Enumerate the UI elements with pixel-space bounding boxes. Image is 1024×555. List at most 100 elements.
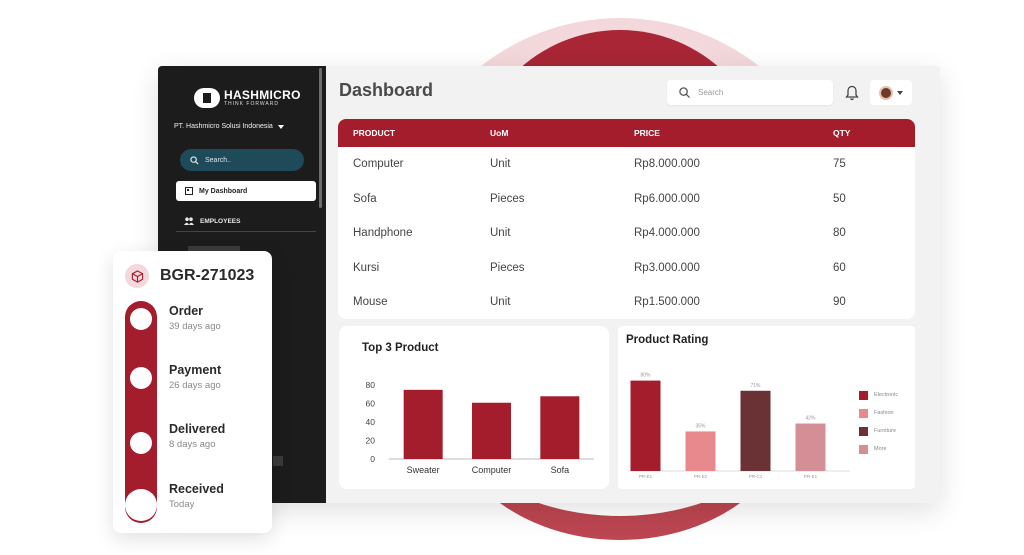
company-selector[interactable]: PT. Hashmicro Solusi Indonesia: [174, 123, 284, 130]
tracking-rail: [125, 301, 157, 523]
search-icon: [679, 87, 690, 98]
cell-uom: Pieces: [490, 261, 525, 274]
legend-item: More: [859, 440, 898, 458]
legend-item: Electronic: [859, 386, 898, 404]
table-row[interactable]: Sofa Pieces Rp6.000.000 50: [338, 182, 915, 217]
step-marker: [130, 367, 152, 389]
bar: [403, 389, 443, 459]
bar: [795, 423, 826, 471]
top-products-chart: 0 20 40 60 80 Sweater Computer Sofa: [366, 380, 594, 475]
brand-name: HASHMICRO: [224, 87, 301, 102]
step-marker: [130, 308, 152, 330]
legend-swatch: [859, 390, 868, 400]
step-title-received: Received: [169, 482, 224, 496]
sidebar-item-my-dashboard[interactable]: My Dashboard: [176, 181, 316, 201]
step-marker-current: [125, 489, 157, 521]
x-tick-label: PR-E1: [639, 474, 653, 479]
chevron-down-icon: [277, 124, 284, 129]
column-header-product[interactable]: PRODUCT: [353, 128, 396, 138]
package-icon: [131, 269, 143, 283]
brand-logo[interactable]: HASHMICRO THINK FORWARD: [194, 88, 301, 108]
sidebar-placeholder-block: [273, 456, 283, 466]
cell-product: Sofa: [353, 192, 377, 205]
y-tick-label: 0: [370, 454, 375, 464]
users-icon: [184, 217, 194, 225]
x-tick-label: PR-E2: [694, 474, 708, 479]
dashboard-icon: [185, 187, 193, 195]
cloud-logo-icon: [194, 88, 220, 108]
column-header-uom[interactable]: UoM: [490, 128, 509, 138]
cell-product: Handphone: [353, 227, 413, 239]
cell-qty: 80: [833, 227, 846, 239]
product-rating-chart: 80% PR-E1 35% PR-E2 71% PR-C1 42% PR-E1: [630, 373, 850, 479]
order-tracking-card[interactable]: BGR-271023 Order 39 days ago Payment 26 …: [113, 251, 272, 533]
cell-price: Rp6.000.000: [634, 192, 700, 205]
column-header-qty[interactable]: QTY: [833, 128, 851, 138]
chart-legend: Electronic Fashion Furniture More: [859, 386, 898, 458]
cell-uom: Unit: [490, 227, 511, 239]
sidebar-search-placeholder: Search..: [205, 156, 232, 164]
chart-title: Top 3 Product: [362, 342, 439, 354]
cell-product: Kursi: [353, 261, 380, 274]
chart-title: Product Rating: [626, 334, 709, 346]
data-label: 80%: [640, 373, 651, 379]
legend-label: Fashion: [874, 410, 894, 416]
y-tick-label: 80: [366, 380, 376, 390]
bar: [472, 402, 511, 459]
product-table: PRODUCT UoM PRICE QTY Computer Unit Rp8.…: [338, 119, 915, 319]
page-title: Dashboard: [339, 80, 434, 100]
company-name: PT. Hashmicro Solusi Indonesia: [174, 123, 273, 130]
legend-item: Furniture: [859, 422, 898, 440]
sidebar-placeholder-bar: [188, 246, 240, 251]
cell-uom: Unit: [490, 296, 511, 308]
legend-label: Furniture: [874, 428, 897, 434]
step-title-delivered: Delivered: [169, 422, 226, 436]
bar: [540, 396, 580, 459]
step-title-order: Order: [169, 304, 204, 318]
x-tick-label: Sofa: [551, 465, 570, 475]
notification-bell-icon[interactable]: [845, 85, 859, 101]
user-menu-button[interactable]: [870, 80, 912, 105]
search-placeholder: Search: [698, 88, 724, 97]
legend-swatch: [859, 408, 868, 418]
legend-swatch: [859, 444, 868, 454]
cell-price: Rp8.000.000: [634, 158, 700, 170]
bar: [740, 390, 771, 471]
order-id: BGR-271023: [160, 267, 255, 284]
avatar: [879, 85, 893, 100]
y-tick-label: 20: [366, 436, 376, 446]
table-row[interactable]: Handphone Unit Rp4.000.000 80: [338, 216, 915, 251]
cell-qty: 90: [833, 296, 846, 308]
cell-qty: 75: [833, 158, 846, 170]
y-tick-label: 40: [366, 417, 376, 427]
top-products-chart-card: Top 3 Product 0 20 40 60 80 Sweater Computer So…: [339, 326, 609, 489]
cell-qty: 60: [833, 261, 846, 274]
cell-product: Computer: [353, 158, 404, 170]
x-tick-label: PR-C1: [749, 474, 763, 479]
product-rating-chart-card: Product Rating 80% PR-E1 35% PR-E2 71% PR-C1 4…: [618, 326, 915, 489]
legend-label: Electronic: [874, 392, 899, 398]
legend-swatch: [859, 426, 868, 436]
table-row[interactable]: Kursi Pieces Rp3.000.000 60: [338, 251, 915, 286]
sidebar-item-label: My Dashboard: [199, 187, 248, 195]
column-header-price[interactable]: PRICE: [634, 128, 660, 138]
cell-price: Rp1.500.000: [634, 296, 700, 308]
package-icon-badge: [125, 264, 149, 288]
cell-price: Rp4.000.000: [634, 227, 700, 239]
table-row[interactable]: Computer Unit Rp8.000.000 75: [338, 147, 915, 182]
sidebar-search-input[interactable]: Search..: [180, 149, 304, 171]
sidebar-item-employees[interactable]: EMPLOYEES: [184, 217, 240, 225]
cell-uom: Pieces: [490, 192, 525, 205]
bar: [685, 431, 716, 471]
sidebar-scrollbar[interactable]: [319, 68, 322, 208]
sidebar-divider: [176, 231, 316, 232]
table-row[interactable]: Mouse Unit Rp1.500.000 90: [338, 285, 915, 319]
cell-product: Mouse: [353, 296, 388, 308]
table-header: PRODUCT UoM PRICE QTY: [338, 119, 915, 147]
search-input[interactable]: Search: [667, 80, 833, 105]
brand-tagline: THINK FORWARD: [224, 100, 279, 107]
search-icon: [190, 155, 199, 165]
legend-item: Fashion: [859, 404, 898, 422]
chevron-down-icon: [897, 90, 903, 95]
step-time: 26 days ago: [169, 380, 221, 391]
